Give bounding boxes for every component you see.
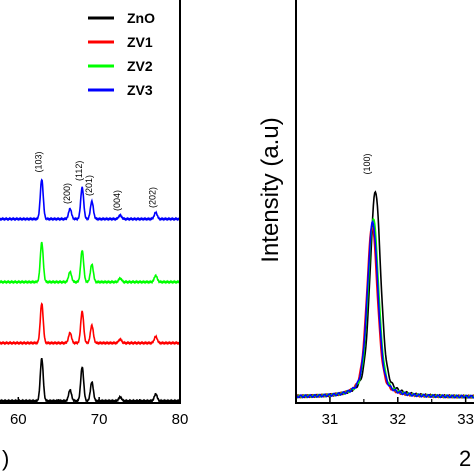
series-line-zno bbox=[0, 357, 181, 404]
right-x-axis-title: 2 bbox=[459, 446, 471, 471]
right-x-tick-label: 33 bbox=[457, 411, 474, 428]
legend-label-zv1: ZV1 bbox=[127, 34, 153, 50]
legend-label-zno: ZnO bbox=[127, 10, 155, 26]
left-x-axis-title: ) bbox=[2, 446, 9, 471]
peak-label: (200) bbox=[62, 183, 72, 204]
right-x-tick-label: 31 bbox=[322, 411, 339, 428]
right-panel: 31 32 33 (100) Intensity (a.u) 2 bbox=[257, 0, 474, 471]
right-series-group bbox=[295, 190, 474, 399]
left-panel: 60 70 80 (103) (200)(112)(201) (004) (202) Zn… bbox=[0, 0, 188, 471]
legend: ZnO ZV1 ZV2 ZV3 bbox=[88, 10, 155, 98]
legend-label-zv2: ZV2 bbox=[127, 58, 153, 74]
peak-label: (112) bbox=[74, 161, 84, 181]
left-series-group bbox=[0, 178, 181, 404]
peak-label: (201) bbox=[84, 175, 94, 196]
peak-label: (004) bbox=[112, 190, 122, 211]
right-x-ticks: 31 32 33 bbox=[322, 397, 474, 428]
peak-label: (202) bbox=[148, 187, 158, 208]
left-x-tick-label: 60 bbox=[10, 411, 27, 428]
legend-label-zv3: ZV3 bbox=[127, 82, 153, 98]
series-line-zv3 bbox=[0, 178, 181, 222]
peak-label: (103) bbox=[34, 151, 44, 172]
series-line-zv3 bbox=[295, 219, 474, 399]
left-peak-labels: (103) (200)(112)(201) (004) (202) bbox=[34, 151, 158, 211]
right-x-tick-label: 32 bbox=[389, 411, 406, 428]
right-y-axis-title: Intensity (a.u) bbox=[257, 117, 284, 262]
left-x-tick-label: 80 bbox=[172, 411, 189, 428]
left-x-ticks: 60 70 80 bbox=[10, 397, 188, 428]
right-peak-label: (100) bbox=[362, 153, 372, 174]
left-x-tick-label: 70 bbox=[91, 411, 108, 428]
right-plot-frame bbox=[295, 0, 474, 404]
left-plot-frame bbox=[0, 0, 181, 404]
series-line-zv2 bbox=[0, 241, 181, 285]
series-line-zv1 bbox=[0, 302, 181, 346]
